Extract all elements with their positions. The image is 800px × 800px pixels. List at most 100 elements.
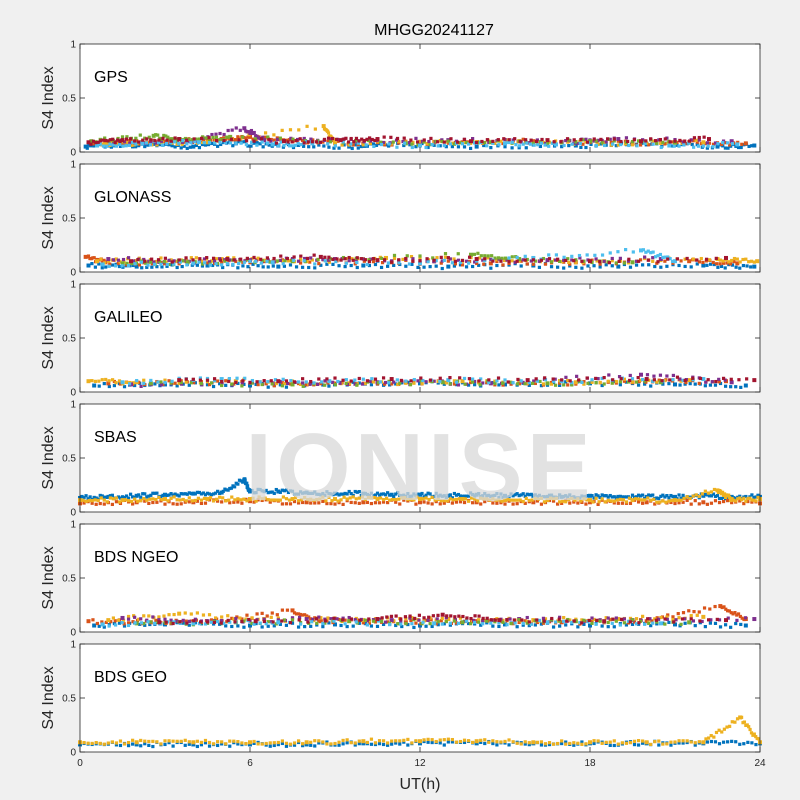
data-point-fill — [103, 136, 107, 140]
data-point-fill — [292, 255, 296, 259]
data-point-fill — [133, 615, 137, 619]
data-point-fill — [667, 496, 671, 500]
data-point-fill — [458, 263, 463, 267]
data-point-fill — [643, 141, 647, 145]
panel-label: SBAS — [94, 429, 137, 446]
data-point-fill — [668, 257, 672, 261]
data-point — [248, 383, 252, 388]
data-point-fill — [223, 259, 227, 263]
data-point-fill — [216, 499, 220, 503]
data-point-fill — [729, 385, 733, 389]
data-point-fill — [126, 499, 131, 503]
data-point-fill — [402, 136, 406, 140]
data-point-fill — [658, 137, 663, 142]
data-point-fill — [439, 499, 443, 503]
data-point-fill — [438, 144, 442, 148]
data-point-fill — [246, 135, 250, 139]
data-point-fill — [539, 622, 544, 626]
data-point-fill — [300, 498, 304, 502]
data-point-fill — [184, 619, 188, 623]
data-point-fill — [172, 262, 176, 266]
data-point-fill — [592, 264, 596, 268]
data-point-fill — [622, 261, 627, 265]
data-point-fill — [550, 616, 554, 621]
data-point-fill — [616, 143, 620, 147]
data-point-fill — [693, 624, 697, 628]
data-point-fill — [671, 378, 675, 382]
data-point-fill — [151, 744, 155, 749]
data-point-fill — [264, 741, 268, 746]
data-point-fill — [496, 256, 501, 260]
data-point-fill — [634, 259, 639, 263]
data-point-fill — [553, 258, 558, 262]
data-point-fill — [510, 259, 514, 263]
data-point — [525, 378, 530, 383]
data-point-fill — [130, 261, 134, 266]
data-point-fill — [431, 256, 435, 260]
data-point-fill — [532, 143, 536, 147]
data-point-fill — [303, 256, 307, 261]
data-point-fill — [582, 497, 586, 501]
data-point-fill — [116, 258, 121, 262]
data-point-fill — [640, 498, 644, 502]
data-point-fill — [495, 263, 499, 268]
data-point-fill — [120, 621, 124, 625]
data-point-fill — [560, 145, 564, 149]
data-point-fill — [327, 145, 331, 149]
data-point-fill — [292, 258, 296, 262]
data-point-fill — [86, 741, 90, 745]
data-point-fill — [368, 142, 373, 146]
data-point-fill — [616, 501, 620, 505]
data-point-fill — [462, 738, 467, 742]
data-point-fill — [303, 491, 307, 495]
data-point-fill — [718, 258, 722, 262]
data-point-fill — [436, 620, 440, 624]
data-point-fill — [264, 382, 268, 386]
data-point-fill — [521, 492, 525, 496]
data-point — [418, 143, 422, 148]
data-point-fill — [343, 622, 347, 626]
data-point-fill — [426, 491, 430, 495]
data-point-fill — [165, 138, 169, 142]
data-point — [134, 742, 139, 747]
data-point-fill — [594, 143, 599, 148]
data-point-fill — [347, 489, 351, 494]
data-point-fill — [495, 501, 499, 505]
data-point-fill — [98, 501, 102, 506]
data-point-fill — [649, 251, 653, 255]
data-point-fill — [481, 622, 485, 626]
data-point-fill — [646, 258, 650, 262]
data-point-fill — [497, 498, 501, 502]
x-tick-label: 24 — [754, 758, 766, 769]
data-point-fill — [392, 380, 396, 384]
data-point-fill — [666, 255, 670, 259]
data-point-fill — [693, 382, 697, 386]
data-point-fill — [497, 383, 501, 387]
data-point-fill — [139, 621, 144, 625]
data-point-fill — [126, 617, 131, 621]
data-point-fill — [260, 382, 264, 387]
data-point-fill — [564, 258, 568, 263]
data-point-fill — [101, 138, 105, 142]
data-point-fill — [515, 502, 519, 506]
data-point-fill — [446, 141, 450, 145]
data-point-fill — [729, 377, 733, 381]
data-point — [616, 137, 621, 142]
data-point — [248, 499, 252, 504]
data-point-fill — [611, 378, 615, 382]
data-point-fill — [560, 378, 564, 382]
data-point-fill — [236, 497, 240, 501]
data-point-fill — [685, 495, 689, 499]
data-point-fill — [651, 493, 655, 497]
data-point — [361, 500, 366, 505]
data-point-fill — [268, 744, 272, 748]
data-point-fill — [329, 617, 333, 621]
data-point — [361, 263, 366, 268]
data-point-fill — [628, 265, 633, 269]
data-point-fill — [365, 500, 369, 505]
data-point-fill — [658, 500, 662, 504]
data-point-fill — [260, 489, 264, 493]
data-point-fill — [273, 378, 278, 382]
data-point-fill — [120, 264, 124, 268]
data-point-fill — [479, 738, 483, 742]
